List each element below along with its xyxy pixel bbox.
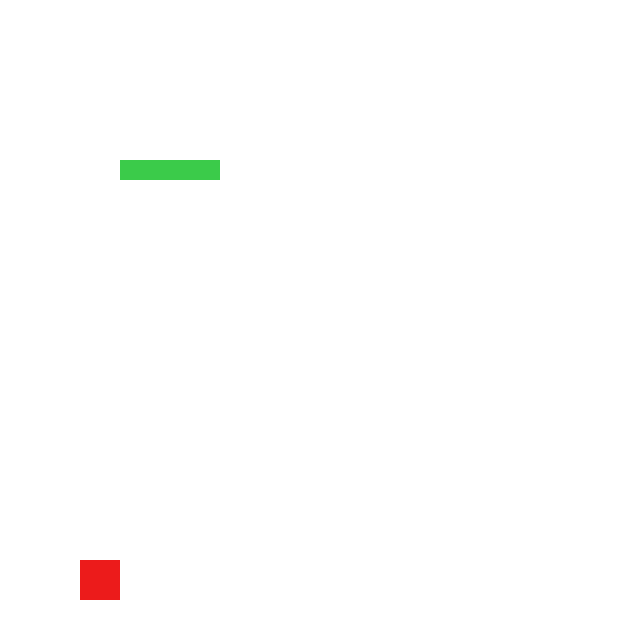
snake <box>120 160 220 180</box>
food <box>80 560 120 600</box>
